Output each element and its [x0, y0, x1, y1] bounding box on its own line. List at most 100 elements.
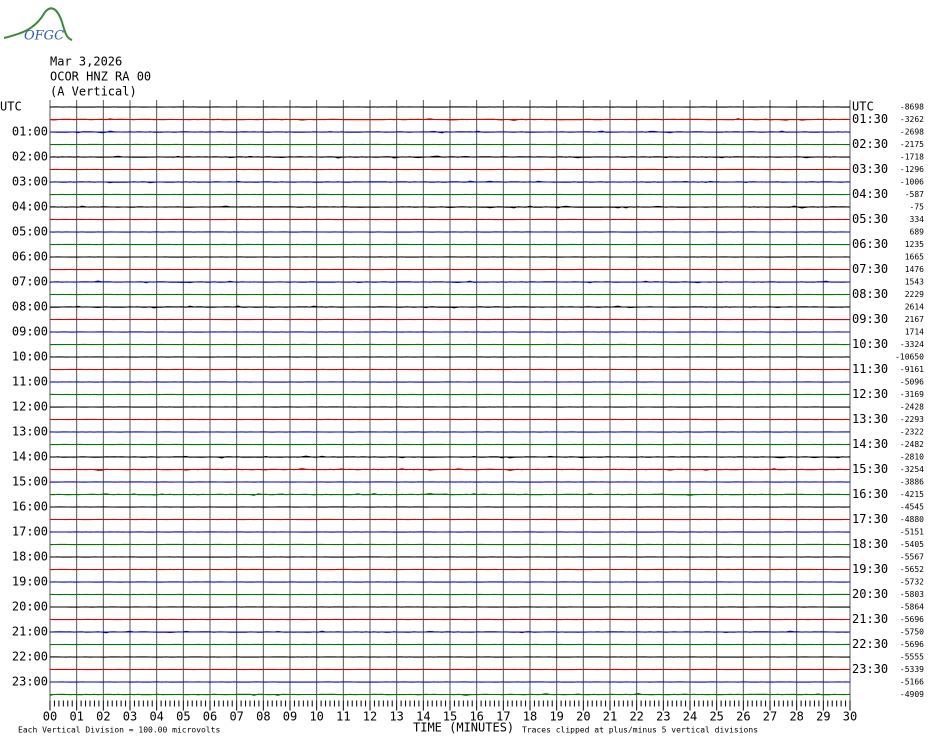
offset-label: 334	[910, 215, 925, 224]
trace	[49, 305, 850, 309]
x-tick-label: 22	[629, 710, 643, 724]
x-tick-label: 30	[843, 710, 857, 724]
right-hour-label: 03:30	[852, 162, 888, 176]
offset-label: -3324	[900, 340, 924, 349]
offset-label: -3169	[900, 390, 924, 399]
offset-label: -5151	[900, 528, 924, 537]
offset-label: -5166	[900, 678, 924, 687]
left-hour-label: 09:00	[12, 325, 48, 339]
trace	[49, 155, 850, 159]
x-tick-label: 07	[229, 710, 243, 724]
left-hour-label: 02:00	[12, 150, 48, 164]
offset-label: 2229	[905, 290, 924, 299]
left-hour-label: 19:00	[12, 575, 48, 589]
station: OCOR HNZ RA 00	[50, 70, 151, 84]
offset-label: -9161	[900, 365, 924, 374]
trace	[49, 280, 851, 284]
right-hour-label: 09:30	[852, 312, 888, 326]
left-hour-label: 22:00	[12, 650, 48, 664]
offset-label: -5696	[900, 615, 924, 624]
right-hour-label: 13:30	[852, 412, 888, 426]
logo: OFGC	[3, 7, 73, 44]
x-tick-label: 20	[576, 710, 590, 724]
offset-label: 1714	[905, 328, 924, 337]
left-hour-label: UTC	[0, 100, 22, 114]
offset-label: -1718	[900, 153, 924, 162]
x-tick-label: 25	[709, 710, 723, 724]
clip-note: Traces clipped at plus/minus 5 vertical …	[522, 726, 758, 735]
offset-label: -5567	[900, 553, 924, 562]
x-tick-label: 18	[523, 710, 537, 724]
x-tick-label: 29	[816, 710, 830, 724]
offset-label: 2614	[905, 303, 924, 312]
left-hour-label: 17:00	[12, 525, 48, 539]
x-tick-label: 06	[203, 710, 217, 724]
right-hour-label: 23:30	[852, 662, 888, 676]
right-hour-label: 22:30	[852, 637, 888, 651]
offset-label: -2698	[900, 128, 924, 137]
left-hour-label: 10:00	[12, 350, 48, 364]
x-tick-label: 17	[496, 710, 510, 724]
right-hour-label: 10:30	[852, 337, 888, 351]
left-hour-label: 21:00	[12, 625, 48, 639]
x-tick-label: 14	[416, 710, 430, 724]
right-hour-label: 01:30	[852, 112, 888, 126]
division-note: Each Vertical Division = 100.00 microvol…	[18, 726, 220, 735]
trace	[49, 118, 851, 122]
left-hour-label: 18:00	[12, 550, 48, 564]
right-hour-label: 05:30	[852, 212, 888, 226]
offset-label: 1476	[905, 265, 924, 274]
offset-label: -2175	[900, 140, 924, 149]
trace	[49, 467, 851, 472]
x-tick-label: 12	[363, 710, 377, 724]
x-tick-label: 23	[656, 710, 670, 724]
x-tick-label: 02	[96, 710, 110, 724]
x-tick-label: 28	[789, 710, 803, 724]
x-tick-label: 04	[149, 710, 163, 724]
offset-label: -5339	[900, 665, 924, 674]
left-hour-label: 04:00	[12, 200, 48, 214]
offset-label: 1665	[905, 253, 924, 262]
right-hour-label: 12:30	[852, 387, 888, 401]
left-hour-label: 01:00	[12, 125, 48, 139]
offset-label: -2810	[900, 453, 924, 462]
x-tick-label: 01	[69, 710, 83, 724]
left-hour-label: 06:00	[12, 250, 48, 264]
x-tick-label: 03	[123, 710, 137, 724]
left-hour-label: 20:00	[12, 600, 48, 614]
offset-label: -5652	[900, 565, 924, 574]
left-hour-label: 11:00	[12, 375, 48, 389]
right-hour-label: 21:30	[852, 612, 888, 626]
offset-label: -8698	[900, 103, 924, 112]
x-tick-label: 10	[309, 710, 323, 724]
labels: 00 01 02 03 04 05 06 07 08 09 10 11 12 13 14 15 16 17 18 19…	[0, 100, 924, 724]
left-hour-label: 15:00	[12, 475, 48, 489]
trace	[49, 492, 850, 496]
right-hour-label: 02:30	[852, 137, 888, 151]
offset-label: -3262	[900, 115, 924, 124]
left-hour-label: 12:00	[12, 400, 48, 414]
trace	[49, 630, 851, 634]
right-hour-label: 04:30	[852, 187, 888, 201]
left-hour-label: 14:00	[12, 450, 48, 464]
offset-label: -5864	[900, 603, 924, 612]
x-tick-label: 11	[336, 710, 350, 724]
offset-label: -4880	[900, 515, 924, 524]
offset-label: 1543	[905, 278, 924, 287]
right-hour-label: UTC	[852, 100, 874, 114]
x-tick-label: 24	[683, 710, 697, 724]
right-hour-label: 19:30	[852, 562, 888, 576]
date: Mar 3,2026	[50, 55, 122, 69]
offset-label: -3254	[900, 465, 924, 474]
offset-label: 689	[910, 228, 925, 237]
trace	[49, 130, 851, 134]
offset-label: -4909	[900, 690, 924, 699]
x-axis-title: TIME (MINUTES)	[413, 721, 514, 735]
offset-label: -587	[905, 190, 924, 199]
right-hour-label: 11:30	[852, 362, 888, 376]
x-tick-label: 08	[256, 710, 270, 724]
right-hour-label: 16:30	[852, 487, 888, 501]
left-hour-label: 23:00	[12, 675, 48, 689]
offset-label: -3886	[900, 478, 924, 487]
offset-label: -4215	[900, 490, 924, 499]
